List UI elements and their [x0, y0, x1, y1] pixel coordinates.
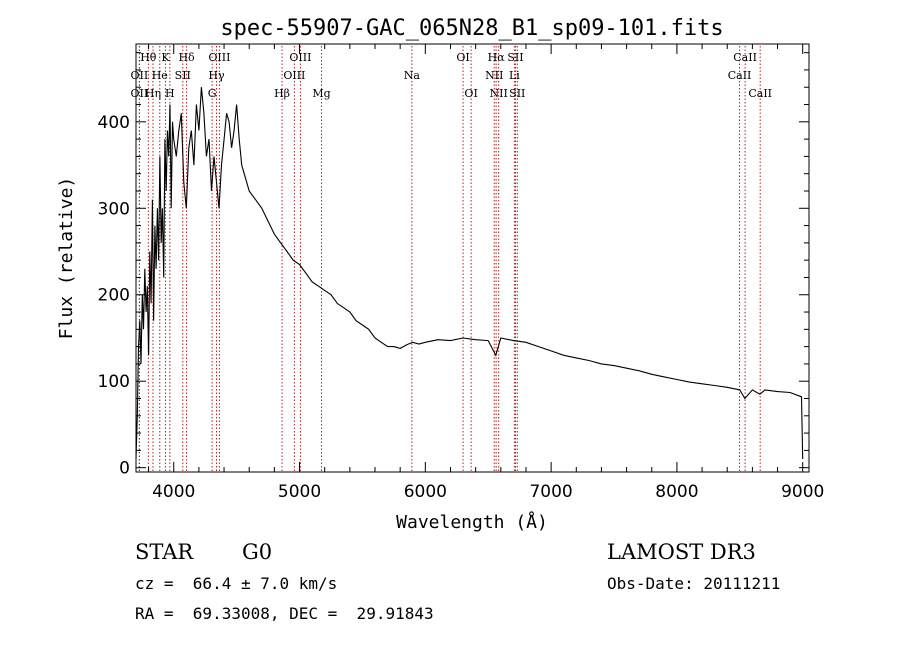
observation-date: Obs-Date: 20111211: [607, 574, 781, 593]
spectral-line-label: Hη: [145, 87, 161, 100]
spectral-line-label: CaII: [733, 51, 757, 64]
x-tick-label: 6000: [404, 482, 447, 502]
spectral-line-label: OII: [131, 69, 149, 82]
y-axis-label: Flux (relative): [56, 177, 77, 340]
spectral-line-label: Hδ: [178, 51, 195, 64]
spectral-line-label: K: [161, 51, 170, 64]
object-class: STAR: [135, 540, 194, 564]
spectral-line-label: OII: [131, 87, 149, 100]
spectral-line-label: G: [208, 87, 217, 100]
flux-series-line: [135, 87, 804, 460]
spectral-line-label: OIII: [208, 51, 230, 64]
spectral-line-label: NII: [490, 87, 508, 100]
spectral-line-label: OI: [464, 87, 477, 100]
y-tick-label: 100: [98, 372, 130, 392]
spectral-line-label: H: [165, 87, 175, 100]
spectral-line-label: SII: [507, 51, 523, 64]
x-axis-label: Wavelength (Å): [396, 511, 548, 533]
survey-name: LAMOST DR3: [607, 540, 756, 564]
spectral-line-label: NII: [485, 69, 503, 82]
spectral-line-label: Li: [509, 69, 520, 82]
x-tick-label: 5000: [278, 482, 321, 502]
spectral-line-label: Na: [404, 69, 421, 82]
spectral-line-label: CaII: [728, 69, 752, 82]
spectral-line-label: SII: [509, 87, 525, 100]
spectral-line-label: OI: [456, 51, 469, 64]
y-tick-label: 200: [98, 286, 130, 306]
y-tick-label: 300: [98, 199, 130, 219]
spectral-line-label: Hα: [488, 51, 506, 64]
x-tick-label: 9000: [781, 482, 824, 502]
x-tick-label: 4000: [152, 482, 195, 502]
object-subclass: G0: [242, 540, 273, 564]
x-tick-label: 7000: [529, 482, 572, 502]
x-tick-label: 8000: [655, 482, 698, 502]
spectral-line-label: OIII: [289, 51, 311, 64]
spectral-line-label: Hβ: [274, 87, 290, 100]
spectral-line-label: Hγ: [208, 69, 225, 82]
spectral-line-label: Mg: [312, 87, 330, 100]
spectral-line-label: Hθ: [140, 51, 157, 64]
chart-title: spec-55907-GAC_065N28_B1_sp09-101.fits: [220, 16, 723, 41]
redshift-value: cz = 66.4 ± 7.0 km/s: [135, 574, 338, 593]
spectral-line-label: SII: [175, 69, 191, 82]
plot-frame: [135, 43, 810, 473]
y-tick-label: 400: [98, 113, 130, 133]
coordinates: RA = 69.33008, DEC = 29.91843: [135, 604, 434, 623]
spectral-line-label: He: [152, 69, 168, 82]
spectral-line-label: OIII: [283, 69, 305, 82]
spectral-line-label: CaII: [748, 87, 772, 100]
y-tick-label: 0: [119, 459, 130, 479]
